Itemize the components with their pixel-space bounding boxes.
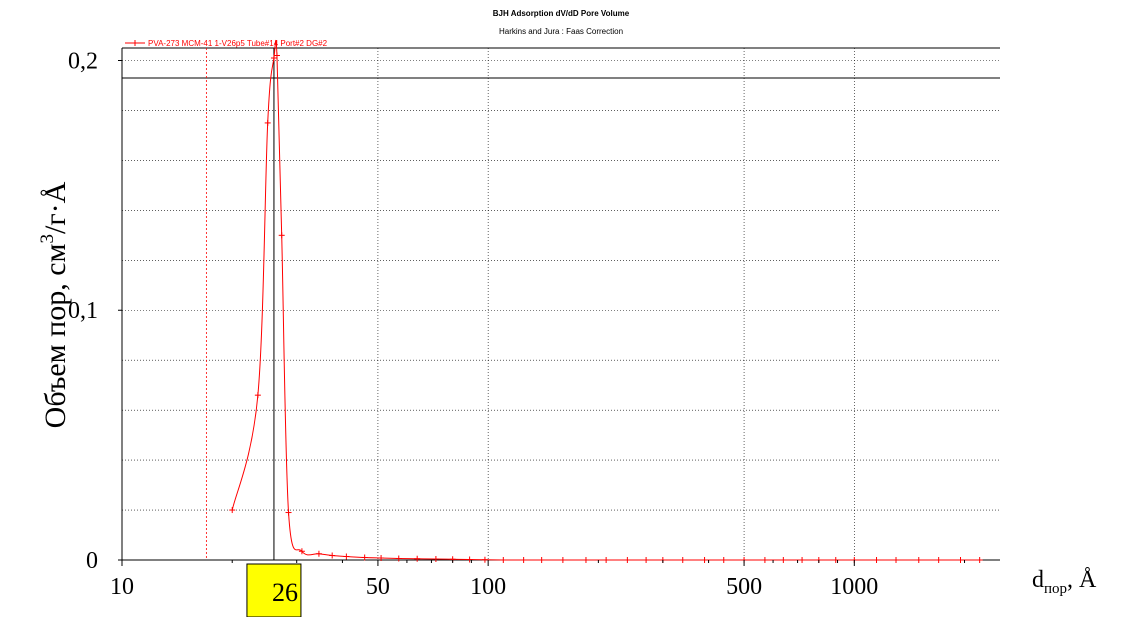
data-point — [273, 52, 280, 59]
data-point — [780, 557, 787, 563]
data-point — [761, 557, 768, 563]
data-point — [893, 557, 900, 563]
y-axis-label-sup: 3 — [37, 234, 58, 244]
data-point — [520, 557, 527, 563]
data-point — [624, 557, 631, 563]
legend-label: PVA-273 MCM-41 1-V26p5 Tube#14 Port#2 DG… — [148, 39, 328, 48]
data-point — [298, 548, 305, 555]
chart-title: BJH Adsorption dV/dD Pore Volume — [493, 9, 630, 18]
data-point — [414, 555, 421, 562]
data-point — [957, 557, 964, 563]
data-point — [799, 557, 806, 563]
data-point — [315, 550, 322, 557]
data-point — [701, 557, 708, 563]
y-axis-label: Объем пор, см3/г·Å — [37, 181, 72, 428]
data-point — [378, 555, 385, 562]
y-axis-label-tail: /г·Å — [39, 181, 72, 234]
data-point — [264, 119, 271, 126]
data-point — [538, 557, 545, 563]
data-point — [270, 54, 277, 61]
x-tick-labels: 10 50 100 500 1000 — [110, 560, 966, 600]
data-point — [603, 557, 610, 563]
data-point — [679, 557, 686, 563]
reference-lines — [122, 48, 1000, 560]
data-point — [343, 553, 350, 560]
y-tick-label: 0 — [86, 548, 98, 574]
data-point — [873, 557, 880, 563]
data-point — [254, 392, 261, 399]
x-axis-label-main: d — [1032, 567, 1044, 593]
data-point — [500, 557, 507, 563]
y-tick-labels: 0 0,1 0,2 — [68, 48, 122, 574]
peak-highlight-box — [246, 563, 302, 617]
data-point — [229, 507, 236, 514]
data-point — [285, 509, 292, 516]
data-point — [329, 552, 336, 559]
x-axis-label: dпор, Å — [1032, 567, 1097, 597]
data-point — [582, 557, 589, 563]
y-tick-label: 0,2 — [68, 48, 98, 74]
x-axis-label-tail: , Å — [1067, 567, 1097, 593]
chart-subtitle: Harkins and Jura : Faas Correction — [499, 27, 623, 36]
data-point — [395, 555, 402, 562]
data-point — [643, 557, 650, 563]
peak-highlight-label: 26 — [272, 578, 298, 607]
data-point — [432, 556, 439, 563]
data-point — [559, 557, 566, 563]
data-point — [935, 557, 942, 563]
data-point — [720, 557, 727, 563]
peak-highlight: 26 — [246, 563, 302, 617]
x-axis-label-sub: пор — [1044, 581, 1067, 597]
data-point — [361, 554, 368, 561]
data-point — [481, 556, 488, 563]
y-tick-label: 0,1 — [68, 298, 98, 324]
legend: PVA-273 MCM-41 1-V26p5 Tube#14 Port#2 DG… — [125, 39, 328, 48]
data-point — [915, 557, 922, 563]
grid-lines — [122, 48, 1000, 560]
data-point — [278, 232, 285, 239]
series-layer — [229, 39, 983, 563]
data-point — [466, 556, 473, 563]
x-tick-label: 1000 — [830, 574, 878, 600]
x-tick-label: 500 — [726, 574, 762, 600]
x-tick-label: 10 — [110, 574, 134, 600]
x-tick-label: 100 — [470, 574, 506, 600]
x-tick-label: 50 — [366, 574, 390, 600]
data-point — [976, 557, 983, 563]
y-axis-label-main: Объем пор, см — [39, 243, 72, 428]
